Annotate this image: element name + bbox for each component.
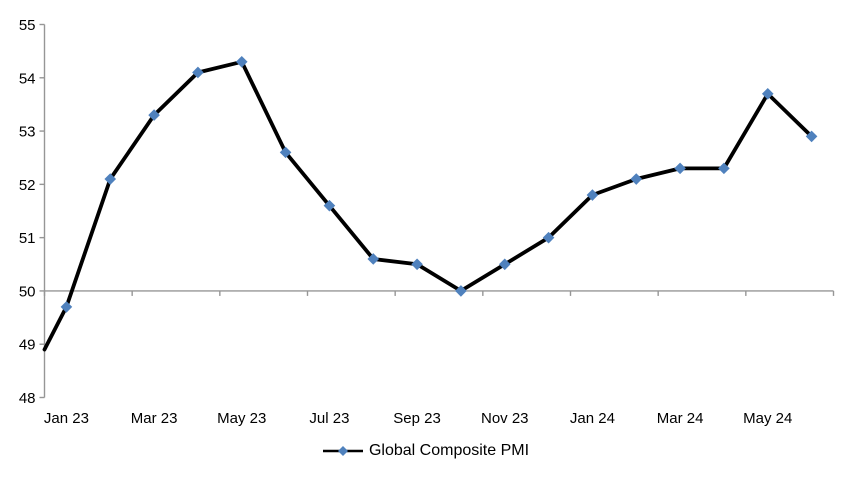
x-axis-tick-label: Jan 24 <box>570 410 615 427</box>
data-point-diamond-icon <box>630 173 643 185</box>
legend-label: Global Composite PMI <box>368 442 530 459</box>
data-point-diamond-icon <box>805 130 818 143</box>
data-point-diamond-icon <box>455 285 467 297</box>
y-axis-tick-label: 52 <box>19 177 36 194</box>
data-point-diamond-icon <box>674 162 686 175</box>
y-axis-tick-label: 48 <box>19 390 36 407</box>
x-axis-tick-label: May 24 <box>743 410 792 427</box>
data-point-diamond-icon <box>367 253 380 265</box>
x-axis-tick-label: Jan 23 <box>44 410 89 427</box>
series-line <box>42 59 814 352</box>
x-axis-tick-label: Mar 24 <box>657 410 704 427</box>
chart-canvas: 55 54 53 52 51 50 49 48 Jan 23 Mar 23 May 23 Jul 23… <box>19 17 835 427</box>
x-axis-tick-label: Mar 23 <box>131 410 178 427</box>
y-axis-tick-label: 49 <box>19 337 36 354</box>
x-axis-tick-label: Jul 23 <box>309 410 349 427</box>
x-axis-tick-label: Nov 23 <box>481 410 529 427</box>
data-point-diamond-icon <box>235 56 248 68</box>
data-point-diamond-icon <box>104 173 117 185</box>
data-point-diamond-icon <box>498 258 511 271</box>
data-point-diamond-icon <box>148 109 160 121</box>
x-axis-tick-label: May 23 <box>217 410 266 427</box>
y-axis-tick-label: 54 <box>19 70 36 87</box>
x-axis-cross-line <box>43 290 835 296</box>
data-point-diamond-icon <box>718 162 730 175</box>
y-axis: 55 54 53 52 51 50 49 48 <box>19 17 46 407</box>
x-axis-labels: Jan 23 Mar 23 May 23 Jul 23 Sep 23 Nov 23 Jan … <box>44 410 792 427</box>
data-point-diamond-icon <box>60 301 73 313</box>
y-axis-tick-label: 51 <box>19 230 36 247</box>
y-axis-tick-label: 53 <box>19 124 36 141</box>
y-axis-tick-label: 50 <box>19 283 36 300</box>
data-point-diamond-icon <box>542 231 555 244</box>
data-point-diamond-icon <box>192 66 204 79</box>
data-point-diamond-icon <box>761 87 774 100</box>
chart-legend: Global Composite PMI <box>0 441 852 461</box>
data-point-diamond-icon <box>411 258 423 271</box>
data-point-diamond-icon <box>279 146 292 159</box>
series-markers <box>60 56 818 313</box>
legend-line-diamond-icon <box>322 446 363 456</box>
x-axis-tick-label: Sep 23 <box>393 410 441 427</box>
data-point-diamond-icon <box>323 199 336 212</box>
data-point-diamond-icon <box>586 189 599 201</box>
y-axis-tick-label: 55 <box>19 17 36 34</box>
